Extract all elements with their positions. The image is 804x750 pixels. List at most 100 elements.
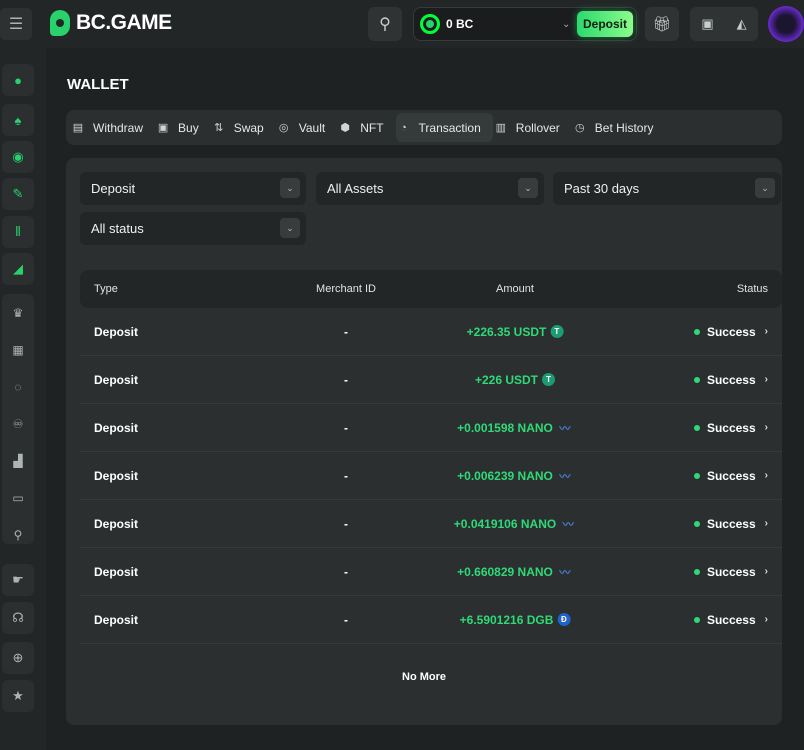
chat-icon[interactable]: ▣	[701, 16, 714, 31]
sports-icon[interactable]: ◉	[2, 141, 34, 173]
type-select-value: Deposit	[91, 181, 136, 196]
swap-icon: ⇅	[214, 122, 224, 134]
transaction-panel: Deposit ⌄ All Assets ⌄ Past 30 days ⌄ All s…	[66, 158, 782, 725]
deposit-button[interactable]: Deposit	[577, 11, 633, 37]
sponsorship-icon[interactable]: ☛	[2, 564, 34, 596]
asset-select-value: All Assets	[327, 181, 384, 196]
row-status[interactable]: Success ›	[693, 516, 768, 531]
chat-icon[interactable]: ▭	[12, 491, 24, 505]
usdt-coin-icon: T	[550, 325, 564, 338]
status-text: Success	[706, 324, 756, 339]
row-amount: +226.35 USDT T	[467, 325, 564, 339]
row-status[interactable]: Success ›	[693, 373, 768, 387]
amount-value: +0.006239 NANO	[457, 468, 553, 483]
table-row[interactable]: Deposit - +6.5901216 DGB Ð Success ›	[80, 596, 782, 644]
tab-bet-history[interactable]: ◷ Bet History	[572, 113, 666, 142]
chevron-right-icon: ›	[764, 326, 768, 337]
status-select[interactable]: All status ⌄	[80, 212, 306, 245]
amount-value: +0.660829 NANO	[457, 564, 553, 579]
status-text: Success	[706, 420, 756, 435]
chevron-down-icon[interactable]: ⌄	[562, 18, 571, 30]
table-row[interactable]: Deposit - +226 USDT T Success ›	[80, 356, 782, 404]
logo[interactable]: BC.GAME	[50, 10, 172, 36]
status-text: Success	[706, 516, 756, 531]
nano-coin-icon: 〰	[562, 518, 574, 531]
tab-buy[interactable]: ▣ Buy	[155, 113, 211, 142]
table-row[interactable]: Deposit - +0.006239 NANO 〰 Success ›	[80, 452, 782, 500]
chevron-right-icon: ›	[764, 470, 768, 481]
gift-icon[interactable]: ▦	[12, 343, 24, 357]
vip-crown-icon[interactable]: ♛	[12, 306, 24, 320]
row-merchant-id: -	[344, 420, 348, 435]
sidebar: ● ♠ ◉ ✎ ⫴ ◢ ♛ ▦ ◌ ♾ ▟ ▭ ⚲ ☛ ☊ ⊕ ★	[0, 48, 46, 750]
affiliate-icon[interactable]: ♾	[12, 417, 24, 431]
language-icon[interactable]: ⊕	[2, 642, 34, 674]
table-row[interactable]: Deposit - +0.0419106 NANO 〰 Success ›	[80, 500, 782, 548]
tab-label: Vault	[298, 120, 326, 135]
table-row[interactable]: Deposit - +0.660829 NANO 〰 Success ›	[80, 548, 782, 596]
table-row[interactable]: Deposit - +226.35 USDT T Success ›	[80, 308, 782, 356]
header-icons: ▣ ◭	[690, 7, 758, 41]
tab-withdraw[interactable]: ▤ Withdraw	[70, 113, 155, 142]
favorite-icon[interactable]: ★	[2, 680, 34, 712]
column-status: Status	[736, 283, 768, 295]
search-icon[interactable]: ⚲	[368, 7, 402, 41]
dgb-coin-icon: Ð	[557, 613, 571, 626]
row-status[interactable]: Success ›	[693, 613, 768, 627]
period-select-value: Past 30 days	[564, 181, 640, 196]
clock-icon: ◷	[574, 122, 585, 134]
row-amount: +0.006239 NANO 〰	[457, 469, 573, 483]
bc-coin-icon	[420, 14, 440, 34]
casino-icon[interactable]: ♠	[2, 104, 34, 136]
table-row[interactable]: Deposit - +0.001598 NANO 〰 Success ›	[80, 404, 782, 452]
row-merchant-id: -	[344, 468, 348, 483]
cards-icon[interactable]: ◢	[2, 253, 34, 285]
support-icon[interactable]: ☊	[2, 602, 34, 634]
tab-label: Bet History	[594, 120, 654, 135]
page-title: WALLET	[67, 76, 129, 93]
type-select[interactable]: Deposit ⌄	[80, 172, 306, 205]
bc-logo-icon[interactable]: ●	[2, 64, 34, 96]
amount-value: +226 USDT	[474, 372, 539, 387]
tab-transaction[interactable]: ◔ Transaction	[395, 113, 493, 142]
trading-icon[interactable]: ⫴	[2, 216, 34, 248]
row-type: Deposit	[94, 324, 139, 339]
row-merchant-id: -	[344, 516, 348, 531]
status-dot-icon	[693, 328, 700, 335]
tab-rollover[interactable]: ▥ Rollover	[493, 113, 572, 142]
vault-icon: ◎	[278, 122, 289, 134]
chevron-right-icon: ›	[764, 518, 768, 529]
menu-toggle-icon[interactable]: ☰	[0, 8, 32, 40]
forum-icon[interactable]: ▟	[13, 454, 23, 468]
tab-swap[interactable]: ⇅ Swap	[211, 113, 276, 142]
avatar[interactable]	[768, 6, 804, 42]
row-status[interactable]: Success ›	[693, 469, 768, 483]
lottery-icon[interactable]: ✎	[2, 178, 34, 210]
tab-label: Rollover	[515, 120, 560, 135]
asset-select[interactable]: All Assets ⌄	[316, 172, 544, 205]
buy-icon: ▣	[157, 122, 169, 134]
spin-icon[interactable]: ◌	[14, 380, 22, 394]
row-status[interactable]: Success ›	[693, 324, 768, 339]
transaction-icon: ◔	[400, 121, 407, 134]
tab-vault[interactable]: ◎ Vault	[276, 113, 337, 142]
nano-coin-icon: 〰	[559, 566, 571, 579]
chevron-down-icon: ⌄	[280, 218, 300, 238]
status-dot-icon	[693, 472, 700, 479]
balance-selector[interactable]: 0 BC ⌄ Deposit	[413, 7, 637, 41]
search-user-icon[interactable]: ⚲	[13, 528, 23, 542]
row-status[interactable]: Success ›	[693, 565, 768, 579]
wallet-tabs: ▤ Withdraw ▣ Buy ⇅ Swap ◎ Vault ⬢ NFT ◔ Transa…	[66, 110, 782, 145]
amount-value: +0.001598 NANO	[457, 420, 553, 435]
gift-icon[interactable]: 🎁︎	[645, 7, 679, 41]
column-merchant-id: Merchant ID	[316, 283, 376, 295]
nano-coin-icon: 〰	[559, 422, 571, 435]
bell-icon[interactable]: ◭	[736, 16, 747, 31]
row-type: Deposit	[94, 468, 139, 483]
tab-nft[interactable]: ⬢ NFT	[337, 113, 395, 142]
withdraw-icon: ▤	[72, 122, 84, 134]
period-select[interactable]: Past 30 days ⌄	[553, 172, 781, 205]
row-amount: +226 USDT T	[474, 372, 556, 387]
row-status[interactable]: Success ›	[693, 420, 768, 435]
row-merchant-id: -	[344, 564, 348, 579]
